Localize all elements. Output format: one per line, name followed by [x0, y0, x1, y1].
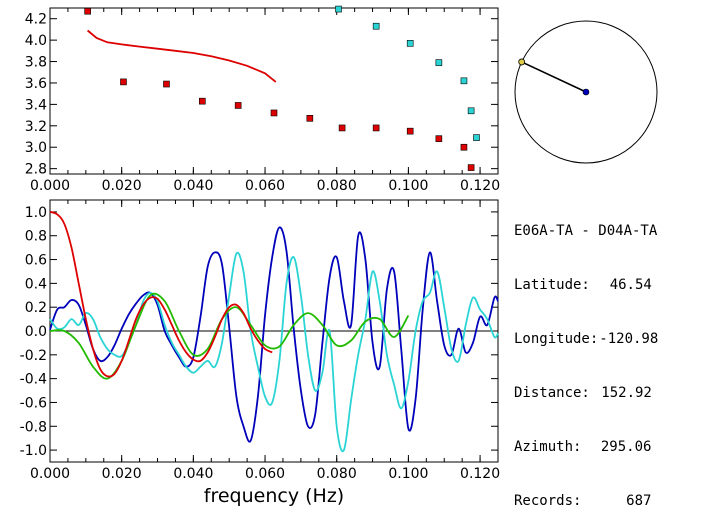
top-frame	[49, 7, 499, 175]
top-point	[467, 164, 475, 171]
top-ytick-label: 3.6	[25, 76, 47, 92]
bottom-ytick-label: -0.6	[20, 395, 47, 411]
bottom-ytick-label: -0.8	[20, 419, 47, 435]
top-ytick-label: 3.4	[25, 97, 47, 113]
latitude-row: Latitude: 46.54	[514, 276, 658, 294]
longitude-label: Longitude:	[514, 331, 599, 347]
top-point	[335, 5, 342, 13]
distance-value: 152.92	[601, 385, 652, 401]
bottom-ytick-label: 0.2	[25, 300, 47, 316]
top-point	[467, 107, 475, 115]
distance-row: Distance: 152.92	[514, 384, 658, 402]
azimuth-value: 295.06	[600, 439, 652, 455]
bottom-ytick-label: -0.2	[20, 348, 47, 364]
top-point	[338, 124, 346, 132]
longitude-row: Longitude:-120.98	[514, 330, 658, 348]
station-pair: E06A-TA - D04A-TA	[514, 223, 658, 239]
top-point	[372, 22, 380, 30]
top-ytick-label: 3.2	[25, 119, 47, 135]
top-ytick-label: 2.8	[25, 162, 47, 178]
records-label: Records:	[514, 493, 582, 509]
top-point	[372, 124, 380, 132]
top-ytick-label: 4.0	[25, 33, 47, 49]
top-series-line	[87, 29, 277, 83]
bottom-ytick-label: -0.4	[20, 372, 47, 388]
azimuth-label: Azimuth:	[514, 439, 582, 455]
azimuth-line	[521, 61, 587, 93]
bottom-ytick-label: 0.4	[25, 276, 47, 292]
top-point	[163, 80, 170, 88]
top-point	[306, 115, 314, 122]
top-xtick-label: 0.120	[460, 178, 500, 194]
bottom-xtick-label: 0.120	[460, 466, 500, 482]
bottom-ytick-label: -1.0	[20, 443, 47, 459]
azimuth-polar-plot	[514, 20, 658, 164]
top-point	[460, 143, 468, 151]
bottom-xtick-label: 0.100	[388, 466, 428, 482]
top-point	[120, 78, 127, 86]
station-marker-outer	[518, 58, 526, 66]
bottom-ytick-label: 0.0	[25, 324, 47, 340]
dispersion-chart: 0.000 0.020 0.040 0.060 0.080 0.100 0.120 2.8 3.…	[25, 5, 500, 194]
station-info-panel: E06A-TA - D04A-TA Latitude: 46.54 Longitu…	[514, 186, 658, 528]
latitude-label: Latitude:	[514, 277, 590, 293]
top-point	[406, 40, 414, 47]
correlation-chart: 0.000 0.020 0.040 0.060 0.080 0.100 0.120 -1.0 -…	[20, 199, 500, 507]
top-xtick-label: 0.000	[30, 178, 70, 194]
top-point	[460, 77, 468, 85]
top-point	[473, 134, 480, 141]
top-xtick-label: 0.100	[388, 178, 428, 194]
bottom-series-line	[49, 292, 410, 380]
top-point	[234, 102, 242, 109]
top-ytick-label: 3.0	[25, 140, 47, 156]
top-ytick-label: 4.2	[25, 12, 47, 28]
polar-circle	[514, 20, 658, 164]
records-value: 687	[626, 493, 652, 509]
top-point	[406, 127, 414, 135]
top-point	[199, 97, 206, 105]
top-point	[270, 109, 278, 117]
top-point	[84, 7, 91, 15]
station-marker-center	[582, 88, 590, 96]
longitude-value: -120.98	[599, 331, 659, 347]
top-xtick-label: 0.020	[102, 178, 142, 194]
bottom-xtick-label: 0.020	[102, 466, 142, 482]
bottom-xtick-label: 0.080	[317, 466, 357, 482]
top-point	[435, 59, 443, 66]
bottom-series-line	[49, 211, 273, 378]
bottom-ytick-label: 1.0	[25, 205, 47, 221]
distance-label: Distance:	[514, 385, 590, 401]
top-ytick-label: 3.8	[25, 55, 47, 71]
latitude-value: 46.54	[609, 277, 652, 293]
bottom-series-line	[49, 251, 499, 453]
bottom-xtick-label: 0.060	[245, 466, 285, 482]
bottom-xtick-label: 0.000	[30, 466, 70, 482]
bottom-series-line	[49, 226, 499, 443]
bottom-xtick-label: 0.040	[173, 466, 213, 482]
top-xtick-label: 0.080	[317, 178, 357, 194]
bottom-ytick-label: 0.6	[25, 253, 47, 269]
top-point	[435, 135, 443, 142]
bottom-ytick-label: 0.8	[25, 229, 47, 245]
records-row: Records: 687	[514, 492, 658, 510]
top-xtick-label: 0.060	[245, 178, 285, 194]
x-axis-label: frequency (Hz)	[204, 485, 344, 507]
top-xtick-label: 0.040	[173, 178, 213, 194]
azimuth-row: Azimuth: 295.06	[514, 438, 658, 456]
